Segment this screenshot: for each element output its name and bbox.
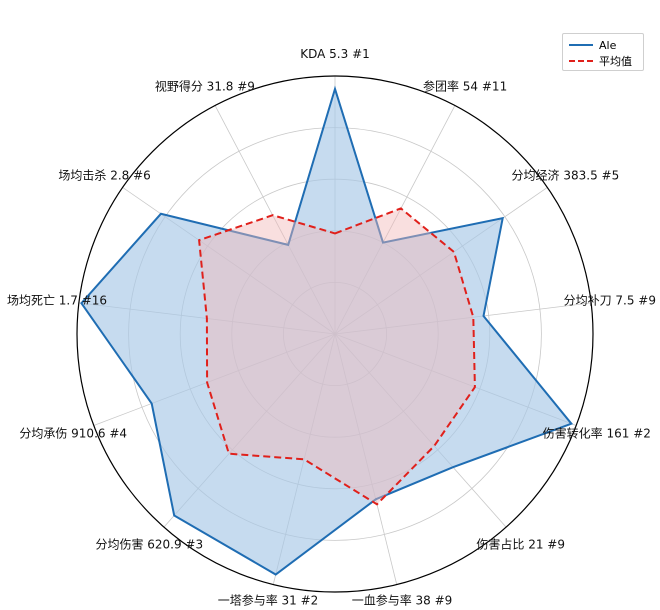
- axis-label-7: 一血参与率 38 #9: [351, 593, 453, 608]
- axis-label-10: 分均承伤 910.6 #4: [19, 426, 128, 441]
- axis-label-3: 分均经济 383.5 #5: [511, 168, 620, 183]
- axis-label-1: KDA 5.3 #1: [300, 47, 370, 61]
- axis-label-12: 场均击杀 2.8 #6: [58, 168, 151, 183]
- legend-label-average: 平均值: [599, 55, 632, 68]
- series-area-avg: [199, 208, 475, 505]
- axis-label-2: 参团率 54 #11: [422, 79, 508, 94]
- legend-label-ale: Ale: [599, 38, 617, 52]
- axis-label-13: 视野得分 31.8 #9: [154, 79, 255, 94]
- axis-label-9: 分均伤害 620.9 #3: [95, 537, 204, 552]
- axis-label-4: 分均补刀 7.5 #9: [563, 293, 656, 308]
- legend-swatch-average: [569, 60, 593, 62]
- axis-label-11: 场均死亡 1.7 #16: [6, 293, 108, 308]
- legend-item-ale: Ale: [569, 37, 637, 53]
- axis-label-6: 伤害占比 21 #9: [476, 537, 565, 552]
- axis-label-8: 一塔参与率 31 #2: [217, 593, 319, 608]
- series-line-avg: [198, 207, 476, 506]
- legend-item-average: 平均值: [569, 53, 637, 69]
- axis-label-5: 伤害转化率 161 #2: [542, 426, 651, 441]
- series-area-ale: [81, 88, 572, 575]
- legend-swatch-ale: [569, 44, 593, 46]
- legend: Ale 平均值: [562, 33, 644, 71]
- series-line-ale: [80, 85, 574, 576]
- polar-frame: [76, 75, 594, 593]
